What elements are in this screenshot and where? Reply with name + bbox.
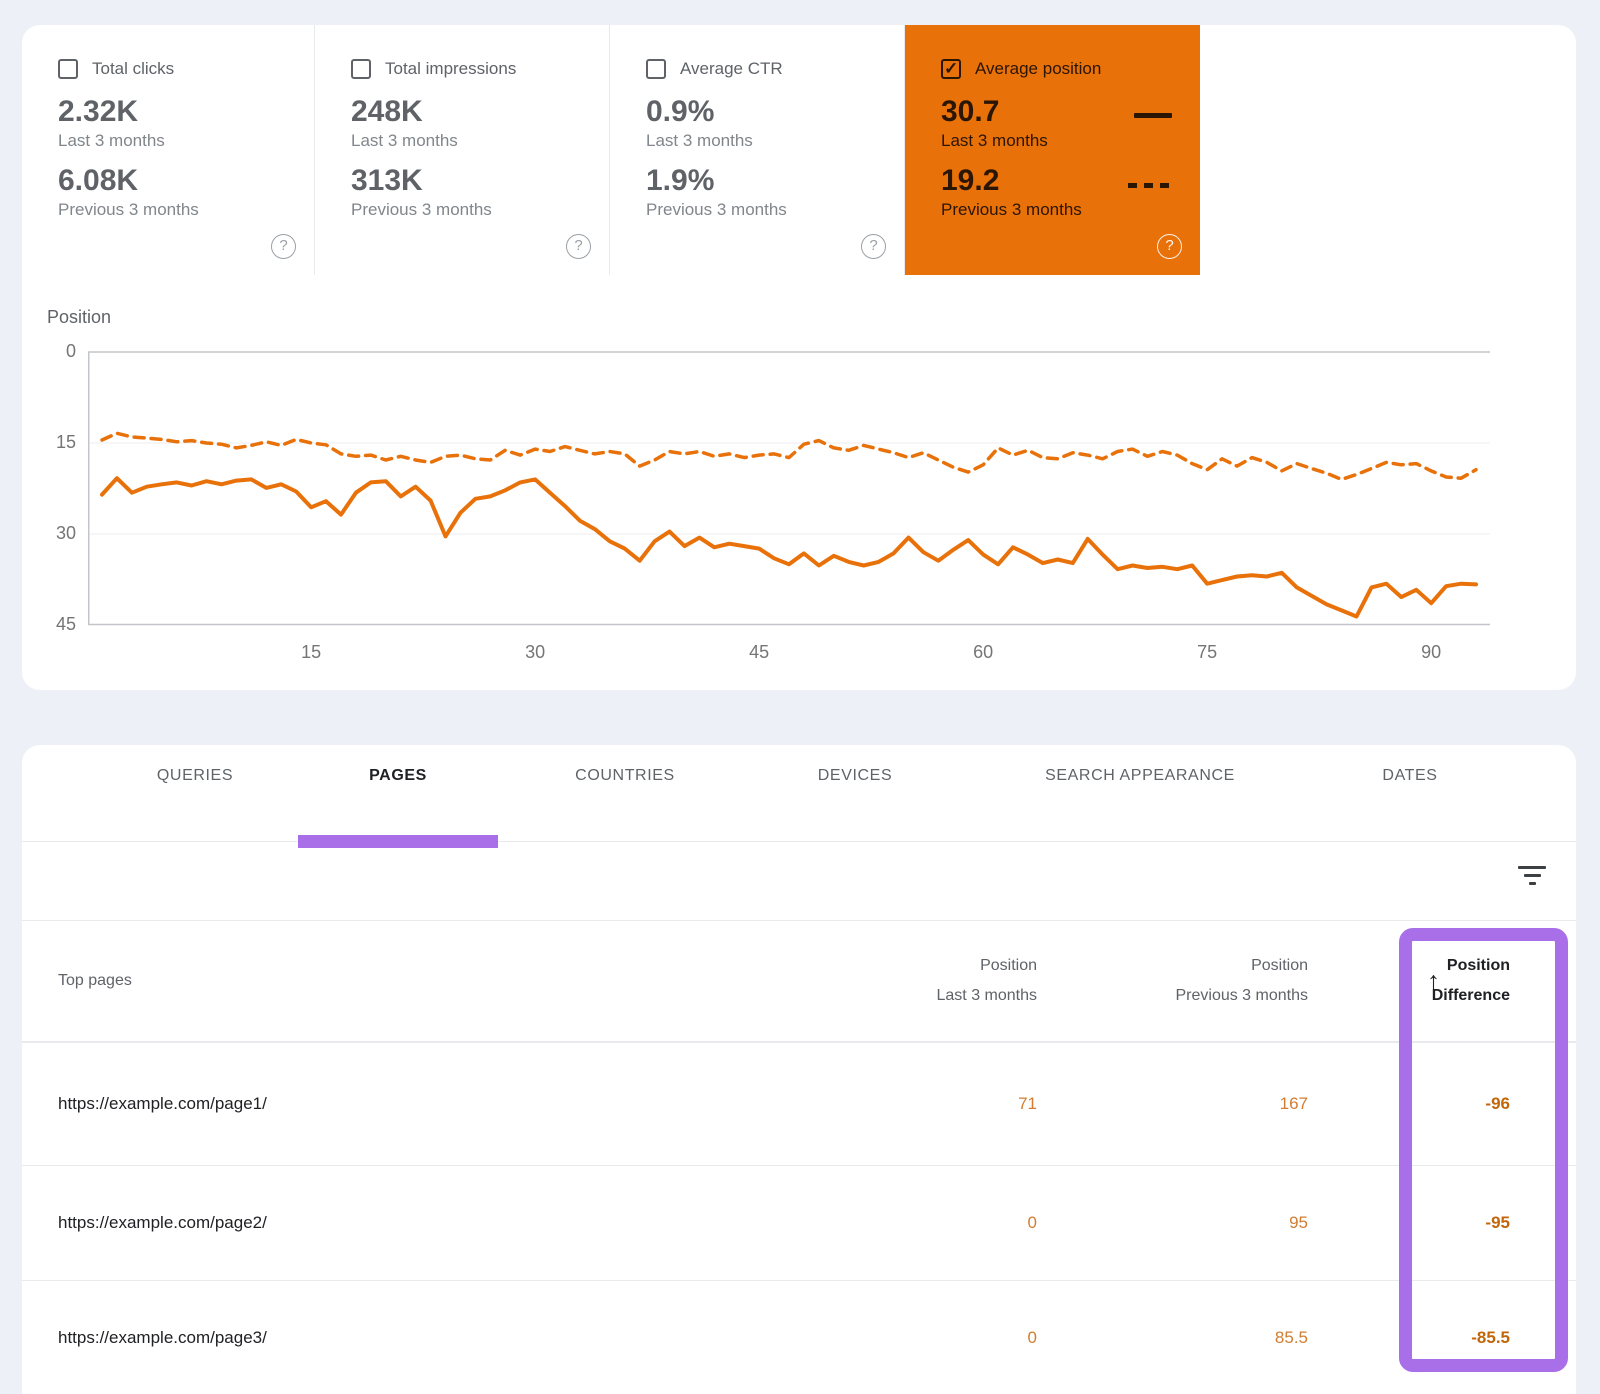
dimensions-panel: QUERIES PAGES COUNTRIES DEVICES SEARCH A… <box>22 745 1576 1394</box>
position-previous-value: 167 <box>1280 1094 1308 1114</box>
value-last: 30.7 <box>941 95 1200 129</box>
help-icon[interactable]: ? <box>271 234 296 259</box>
card-average-position[interactable]: Average position 30.7 Last 3 months 19.2… <box>905 25 1200 275</box>
x-axis-tick-label: 45 <box>749 642 769 663</box>
card-label: Average position <box>975 59 1101 79</box>
checkbox-average-ctr[interactable] <box>646 59 666 79</box>
value-last: 0.9% <box>646 95 904 129</box>
help-icon[interactable]: ? <box>861 234 886 259</box>
caption-prev: Previous 3 months <box>941 198 1200 222</box>
column-header-top-pages: Top pages <box>58 921 132 1041</box>
tab-dates[interactable]: DATES <box>1382 767 1437 785</box>
value-prev: 19.2 <box>941 164 1200 198</box>
position-difference-value: -85.5 <box>1471 1328 1510 1348</box>
y-axis-tick-label: 15 <box>32 432 76 453</box>
x-axis-tick-label: 30 <box>525 642 545 663</box>
caption-last: Last 3 months <box>941 129 1200 153</box>
metric-cards-row: Total clicks 2.32K Last 3 months 6.08K P… <box>22 25 1576 275</box>
page-url-link[interactable]: https://example.com/page2/ <box>58 1213 267 1233</box>
table-row[interactable]: https://example.com/page3/ 0 85.5 -85.5 <box>22 1280 1576 1394</box>
card-total-clicks[interactable]: Total clicks 2.32K Last 3 months 6.08K P… <box>22 25 315 275</box>
position-previous-value: 95 <box>1289 1213 1308 1233</box>
tab-countries[interactable]: COUNTRIES <box>575 767 675 785</box>
x-axis-tick-label: 75 <box>1197 642 1217 663</box>
caption-last: Last 3 months <box>351 129 609 153</box>
caption-last: Last 3 months <box>58 129 314 153</box>
help-icon[interactable]: ? <box>1157 234 1182 259</box>
dashed-line-legend-icon <box>1128 183 1172 188</box>
chart-y-axis-title: Position <box>47 307 111 328</box>
value-prev: 313K <box>351 164 609 198</box>
x-axis-tick-label: 60 <box>973 642 993 663</box>
position-last-value: 0 <box>1028 1213 1037 1233</box>
value-last: 248K <box>351 95 609 129</box>
page-url-link[interactable]: https://example.com/page3/ <box>58 1328 267 1348</box>
table-row[interactable]: https://example.com/page2/ 0 95 -95 <box>22 1165 1576 1280</box>
caption-prev: Previous 3 months <box>58 198 314 222</box>
y-axis-tick-label: 30 <box>32 523 76 544</box>
help-icon[interactable]: ? <box>566 234 591 259</box>
y-axis-tick-label: 45 <box>32 614 76 635</box>
solid-line-legend-icon <box>1134 113 1172 118</box>
previous-3-months-line <box>102 433 1476 479</box>
position-line-chart: 0153045153045607590 <box>88 352 1490 625</box>
active-tab-indicator <box>298 835 498 848</box>
value-prev: 1.9% <box>646 164 904 198</box>
position-previous-value: 85.5 <box>1275 1328 1308 1348</box>
table-header-row: Top pages Position Last 3 months Positio… <box>22 920 1576 1042</box>
y-axis-tick-label: 0 <box>32 341 76 362</box>
caption-last: Last 3 months <box>646 129 904 153</box>
caption-prev: Previous 3 months <box>351 198 609 222</box>
tab-queries[interactable]: QUERIES <box>157 767 233 785</box>
x-axis-tick-label: 90 <box>1421 642 1441 663</box>
column-header-position-previous[interactable]: Position Previous 3 months <box>1175 951 1308 1011</box>
table-row[interactable]: https://example.com/page1/ 71 167 -96 <box>22 1042 1576 1165</box>
card-label: Total impressions <box>385 59 516 79</box>
filter-icon[interactable] <box>1512 857 1552 893</box>
last-3-months-line <box>102 478 1476 616</box>
tabs-divider <box>22 841 1576 842</box>
position-difference-value: -96 <box>1485 1094 1510 1114</box>
position-difference-value: -95 <box>1485 1213 1510 1233</box>
page-url-link[interactable]: https://example.com/page1/ <box>58 1094 267 1114</box>
position-last-value: 0 <box>1028 1328 1037 1348</box>
performance-panel: Total clicks 2.32K Last 3 months 6.08K P… <box>22 25 1576 690</box>
card-average-ctr[interactable]: Average CTR 0.9% Last 3 months 1.9% Prev… <box>610 25 905 275</box>
chart-canvas <box>88 352 1490 625</box>
caption-prev: Previous 3 months <box>646 198 904 222</box>
value-prev: 6.08K <box>58 164 314 198</box>
x-axis-tick-label: 15 <box>301 642 321 663</box>
tab-pages[interactable]: PAGES <box>369 767 427 785</box>
tab-search-appearance[interactable]: SEARCH APPEARANCE <box>1045 767 1235 785</box>
card-label: Total clicks <box>92 59 174 79</box>
position-last-value: 71 <box>1018 1094 1037 1114</box>
card-label: Average CTR <box>680 59 783 79</box>
checkbox-total-clicks[interactable] <box>58 59 78 79</box>
column-header-position-difference[interactable]: Position Difference <box>1432 951 1510 1011</box>
column-header-position-last[interactable]: Position Last 3 months <box>937 951 1038 1011</box>
card-total-impressions[interactable]: Total impressions 248K Last 3 months 313… <box>315 25 610 275</box>
checkbox-average-position[interactable] <box>941 59 961 79</box>
tab-devices[interactable]: DEVICES <box>818 767 892 785</box>
checkbox-total-impressions[interactable] <box>351 59 371 79</box>
value-last: 2.32K <box>58 95 314 129</box>
